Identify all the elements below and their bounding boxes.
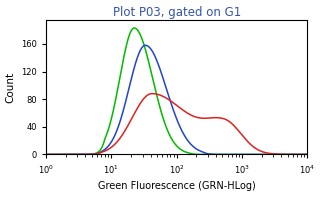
Title: Plot P03, gated on G1: Plot P03, gated on G1 bbox=[113, 6, 241, 19]
Y-axis label: Count: Count bbox=[5, 72, 15, 103]
X-axis label: Green Fluorescence (GRN-HLog): Green Fluorescence (GRN-HLog) bbox=[98, 181, 256, 191]
